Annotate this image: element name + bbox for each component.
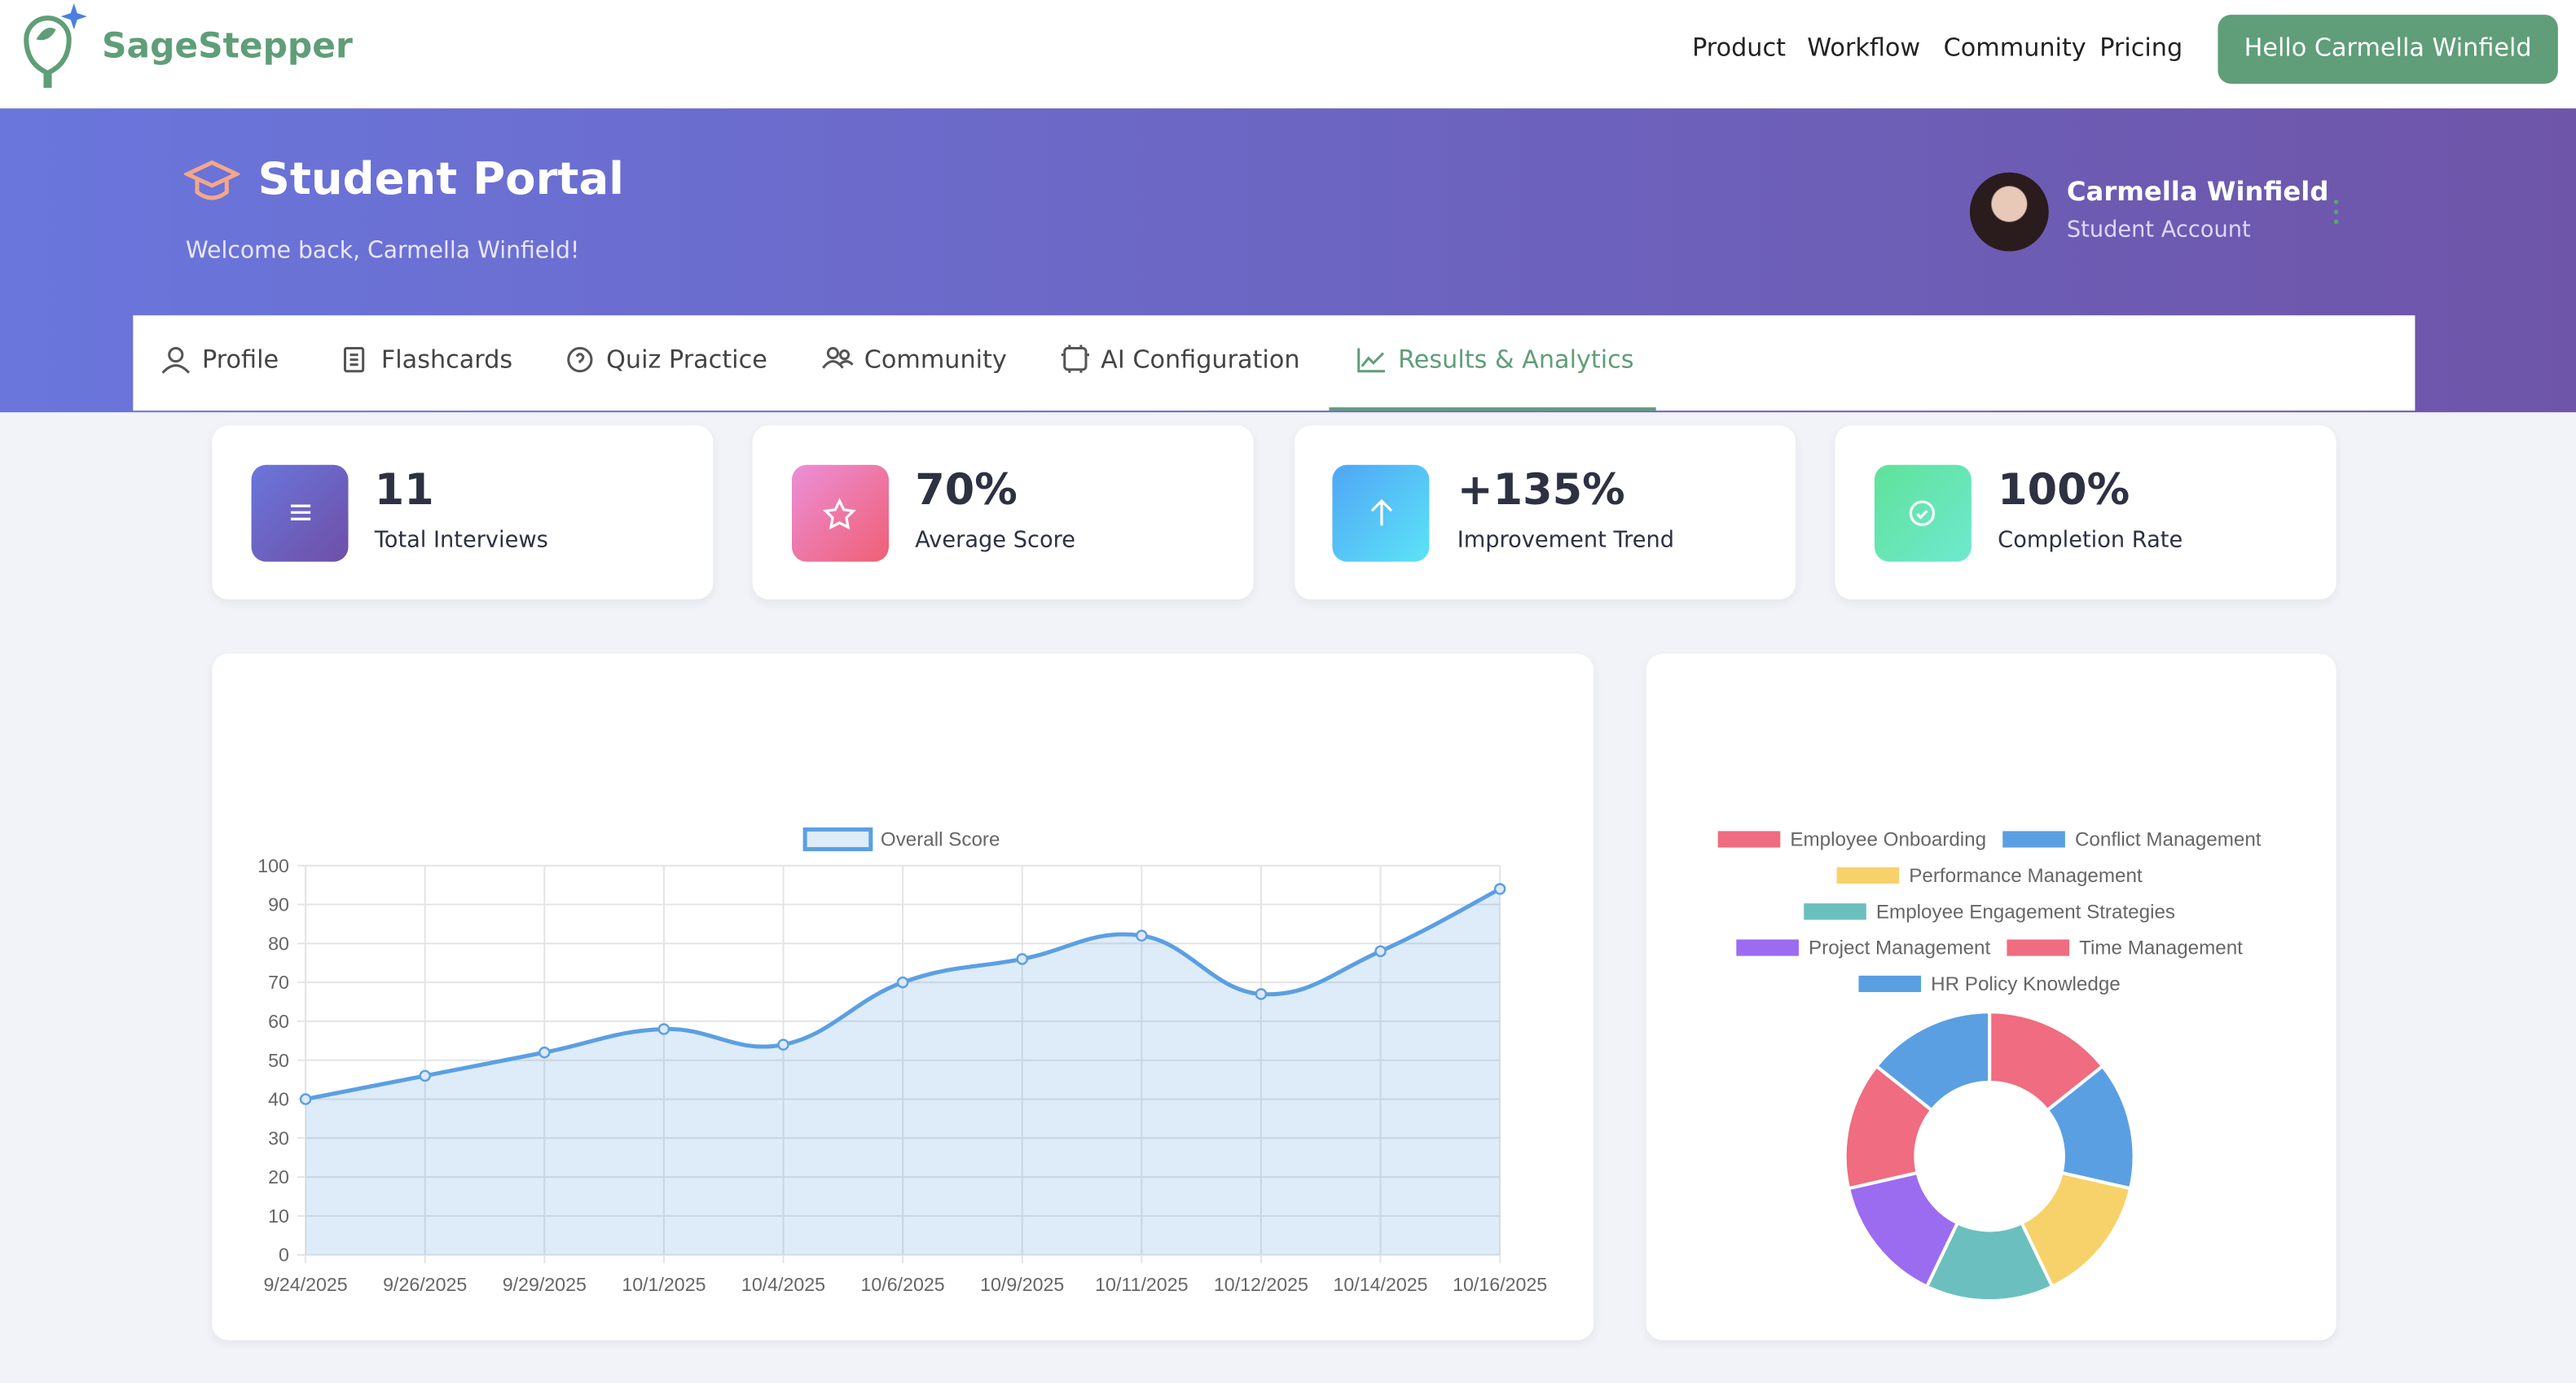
stat-value: +135% xyxy=(1457,466,1625,516)
y-tick-label: 30 xyxy=(268,1127,289,1148)
legend-label: Overall Score xyxy=(881,829,1000,851)
menu-dots[interactable] xyxy=(2328,197,2345,226)
nav-link[interactable]: Product xyxy=(1692,33,1786,63)
nav-link[interactable]: Workflow xyxy=(1807,33,1921,63)
y-tick-label: 10 xyxy=(268,1205,289,1227)
legend-label: Employee Onboarding xyxy=(1790,829,1986,851)
legend-swatch xyxy=(1858,975,1922,993)
tab[interactable]: Community xyxy=(864,345,1007,375)
brand[interactable]: SageStepper xyxy=(102,26,353,66)
x-tick-label: 10/14/2025 xyxy=(1334,1274,1428,1295)
avatar xyxy=(1969,172,2049,252)
stat-icon xyxy=(792,464,889,562)
point xyxy=(1016,953,1028,965)
x-tick-label: 9/26/2025 xyxy=(383,1274,467,1295)
point xyxy=(1374,945,1387,958)
chart-card xyxy=(1646,653,2336,1341)
legend-label: Employee Engagement Strategies xyxy=(1876,901,2175,923)
navbar xyxy=(0,0,2576,109)
legend-label: Time Management xyxy=(2079,937,2243,959)
x-tick-label: 10/16/2025 xyxy=(1453,1274,1547,1295)
y-tick-label: 60 xyxy=(268,1011,289,1032)
x-tick-label: 10/1/2025 xyxy=(622,1274,706,1295)
x-tick-label: 10/4/2025 xyxy=(741,1274,825,1295)
legend-swatch xyxy=(1717,831,1781,848)
y-tick-label: 0 xyxy=(279,1245,289,1266)
x-tick-label: 10/6/2025 xyxy=(861,1274,945,1295)
stat-value: 11 xyxy=(374,466,434,516)
point xyxy=(419,1069,431,1082)
tab[interactable]: Quiz Practice xyxy=(606,345,767,375)
tab[interactable]: AI Configuration xyxy=(1101,345,1300,375)
y-tick-label: 20 xyxy=(268,1166,289,1188)
tab-active[interactable]: Results & Analytics xyxy=(1398,345,1634,375)
legend-swatch xyxy=(1804,903,1866,920)
stat-label: Average Score xyxy=(915,527,1075,554)
active-tab-underline xyxy=(1329,407,1656,411)
tab-icons xyxy=(161,345,1385,374)
nav-link[interactable]: Pricing xyxy=(2099,33,2183,63)
stat-label: Improvement Trend xyxy=(1457,527,1675,554)
stat-value: 100% xyxy=(1998,466,2130,516)
legend-swatch xyxy=(1836,867,1900,884)
y-tick-label: 40 xyxy=(268,1089,289,1110)
point xyxy=(299,1093,312,1105)
welcome-text: Welcome back, Carmella Winfield! xyxy=(185,238,580,265)
point xyxy=(1493,883,1506,895)
legend-swatch xyxy=(2007,939,2070,956)
portal-title: Student Portal xyxy=(257,154,624,206)
tab-bar xyxy=(133,315,2416,411)
x-tick-label: 10/12/2025 xyxy=(1214,1274,1308,1295)
y-tick-label: 100 xyxy=(257,855,289,876)
area xyxy=(306,889,1501,1255)
stat-label: Total Interviews xyxy=(374,527,548,554)
point xyxy=(538,1046,551,1059)
point xyxy=(896,976,909,989)
x-tick-label: 10/11/2025 xyxy=(1095,1274,1188,1295)
cap-icon xyxy=(183,160,240,200)
x-tick-label: 9/24/2025 xyxy=(264,1274,348,1295)
x-tick-label: 10/9/2025 xyxy=(980,1274,1064,1295)
legend-swatch xyxy=(1736,939,1799,956)
y-tick-label: 80 xyxy=(268,933,289,954)
user-name: Carmella Winfield xyxy=(2066,175,2329,208)
stat-value: 70% xyxy=(915,466,1018,516)
point xyxy=(1136,929,1148,942)
logo xyxy=(24,3,87,88)
stat-label: Completion Rate xyxy=(1998,527,2183,554)
tab[interactable]: Profile xyxy=(202,345,279,375)
legend-label: HR Policy Knowledge xyxy=(1931,973,2121,995)
point xyxy=(657,1023,670,1035)
account-type: Student Account xyxy=(2066,217,2251,244)
x-tick-label: 9/29/2025 xyxy=(503,1274,587,1295)
doughnut-slice xyxy=(1874,1010,1992,1113)
tab[interactable]: Flashcards xyxy=(380,345,513,375)
legend-swatch xyxy=(802,827,873,852)
point xyxy=(777,1038,789,1051)
nav-link[interactable]: Community xyxy=(1943,33,2086,63)
y-tick-label: 70 xyxy=(268,972,289,993)
legend-label: Conflict Management xyxy=(2075,829,2262,851)
y-tick-label: 50 xyxy=(268,1050,289,1071)
stat-glyphs xyxy=(290,498,1936,530)
legend-swatch xyxy=(2002,831,2065,848)
point xyxy=(1255,988,1268,1000)
user-button[interactable]: Hello Carmella Winfield xyxy=(2218,15,2558,84)
legend-label: Performance Management xyxy=(1909,865,2143,887)
legend-label: Project Management xyxy=(1809,937,1990,959)
y-tick-label: 90 xyxy=(268,894,289,915)
